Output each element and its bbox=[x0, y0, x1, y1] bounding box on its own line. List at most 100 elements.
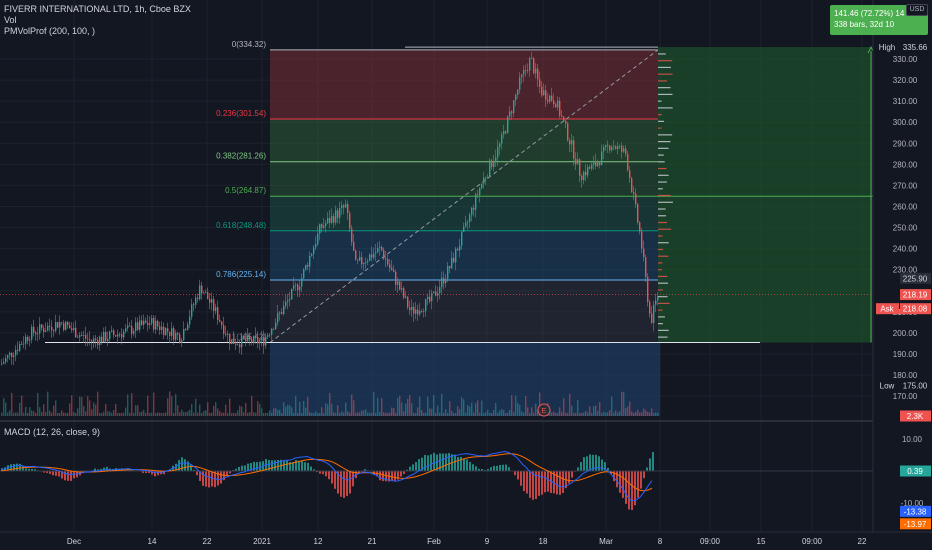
volume-bar bbox=[181, 409, 183, 416]
volume-bar bbox=[471, 402, 473, 416]
candle-body bbox=[249, 335, 251, 340]
macd-histogram-bar bbox=[235, 468, 237, 472]
fib-level-label: 0.618(248.48) bbox=[216, 221, 266, 230]
volume-bar bbox=[105, 404, 107, 416]
volume-bar bbox=[169, 391, 171, 416]
profile-bar bbox=[658, 100, 662, 102]
macd-histogram-bar bbox=[454, 454, 456, 472]
macd-histogram-bar bbox=[364, 469, 366, 472]
macd-histogram-bar bbox=[607, 467, 609, 472]
price-tick-label: 190.00 bbox=[893, 350, 918, 359]
candle-body bbox=[443, 277, 445, 284]
candle-body bbox=[497, 147, 499, 158]
volume-bar bbox=[219, 411, 221, 416]
price-tick-label: 330.00 bbox=[893, 55, 918, 64]
candle-body bbox=[365, 262, 367, 263]
macd-histogram-bar bbox=[586, 456, 588, 472]
volume-bar bbox=[179, 412, 181, 416]
candle-body bbox=[293, 285, 295, 289]
symbol-legend[interactable]: FIVERR INTERNATIONAL LTD, 1h, Cboe BZX bbox=[4, 4, 191, 14]
volume-bar bbox=[581, 413, 583, 416]
candle-body bbox=[507, 116, 509, 133]
candle-body bbox=[177, 333, 179, 335]
profile-bar bbox=[658, 269, 662, 271]
macd-histogram-bar bbox=[289, 462, 291, 472]
macd-histogram-bar bbox=[646, 467, 648, 472]
macd-histogram-bar bbox=[526, 471, 528, 494]
volume-bar bbox=[37, 393, 39, 416]
profile-bar bbox=[658, 87, 671, 89]
candle-body bbox=[449, 265, 451, 269]
macd-legend[interactable]: MACD (12, 26, close, 9) bbox=[4, 427, 101, 437]
volume-bar bbox=[485, 412, 487, 416]
candle-body bbox=[353, 242, 355, 251]
candle-body bbox=[183, 329, 185, 341]
candle-body bbox=[187, 324, 189, 330]
macd-histogram-bar bbox=[259, 461, 261, 472]
fib-zone bbox=[270, 230, 658, 280]
volume-profile-legend[interactable]: PMVolProf (200, 100, ) bbox=[4, 26, 96, 36]
price-tick-label: 250.00 bbox=[893, 224, 918, 233]
macd-histogram-bar bbox=[481, 468, 483, 472]
macd-histogram-bar bbox=[28, 468, 30, 472]
candle-body bbox=[597, 162, 599, 167]
candle-body bbox=[545, 90, 547, 100]
macd-histogram-bar bbox=[205, 471, 207, 487]
price-tag: Low 175.00 bbox=[876, 380, 931, 392]
volume-legend[interactable]: Vol bbox=[4, 15, 17, 25]
candle-body bbox=[171, 328, 173, 336]
volume-bar bbox=[461, 397, 463, 416]
macd-histogram-bar bbox=[178, 460, 180, 472]
candle-body bbox=[53, 330, 55, 332]
candle-body bbox=[425, 299, 427, 312]
candle-body bbox=[395, 271, 397, 285]
volume-bar bbox=[395, 412, 397, 416]
candle-body bbox=[125, 328, 127, 332]
candle-body bbox=[377, 247, 379, 253]
profile-bar bbox=[658, 66, 671, 69]
candle-body bbox=[509, 111, 511, 117]
volume-bar bbox=[345, 402, 347, 416]
profile-bar bbox=[658, 316, 665, 318]
candle-body bbox=[1, 363, 3, 365]
candle-body bbox=[579, 159, 581, 176]
candle-body bbox=[347, 203, 349, 213]
candle-body bbox=[329, 217, 331, 223]
currency-button[interactable]: USD bbox=[906, 4, 928, 16]
candle-body bbox=[161, 326, 163, 331]
candle-body bbox=[403, 288, 405, 298]
volume-bar bbox=[425, 412, 427, 416]
profile-bar bbox=[658, 107, 673, 109]
volume-bar bbox=[47, 391, 49, 416]
volume-bar bbox=[371, 412, 373, 416]
volume-bar bbox=[527, 407, 529, 416]
candle-body bbox=[303, 269, 305, 278]
volume-bar bbox=[633, 412, 635, 416]
volume-bar bbox=[307, 396, 309, 416]
volume-bar bbox=[417, 407, 419, 416]
profile-bar bbox=[658, 73, 673, 75]
volume-bar bbox=[149, 412, 151, 416]
volume-bars bbox=[1, 391, 659, 416]
candle-body bbox=[253, 335, 255, 343]
volume-bar bbox=[509, 409, 511, 416]
candle-body bbox=[179, 334, 181, 343]
volume-bar bbox=[77, 408, 79, 416]
volume-bar bbox=[319, 412, 321, 416]
volume-bar bbox=[17, 412, 19, 416]
candle-body bbox=[71, 328, 73, 330]
volume-bar bbox=[415, 412, 417, 416]
macd-histogram-bar bbox=[148, 471, 150, 473]
volume-bar bbox=[405, 403, 407, 416]
candle-body bbox=[543, 90, 545, 96]
candle-body bbox=[31, 326, 33, 340]
profile-bar bbox=[658, 248, 664, 251]
candle-body bbox=[567, 123, 569, 141]
profile-bar bbox=[658, 134, 673, 136]
volume-bar bbox=[499, 410, 501, 416]
candle-body bbox=[473, 207, 475, 210]
volume-bar bbox=[71, 395, 73, 416]
candle-body bbox=[447, 265, 449, 279]
volume-bar bbox=[559, 407, 561, 416]
